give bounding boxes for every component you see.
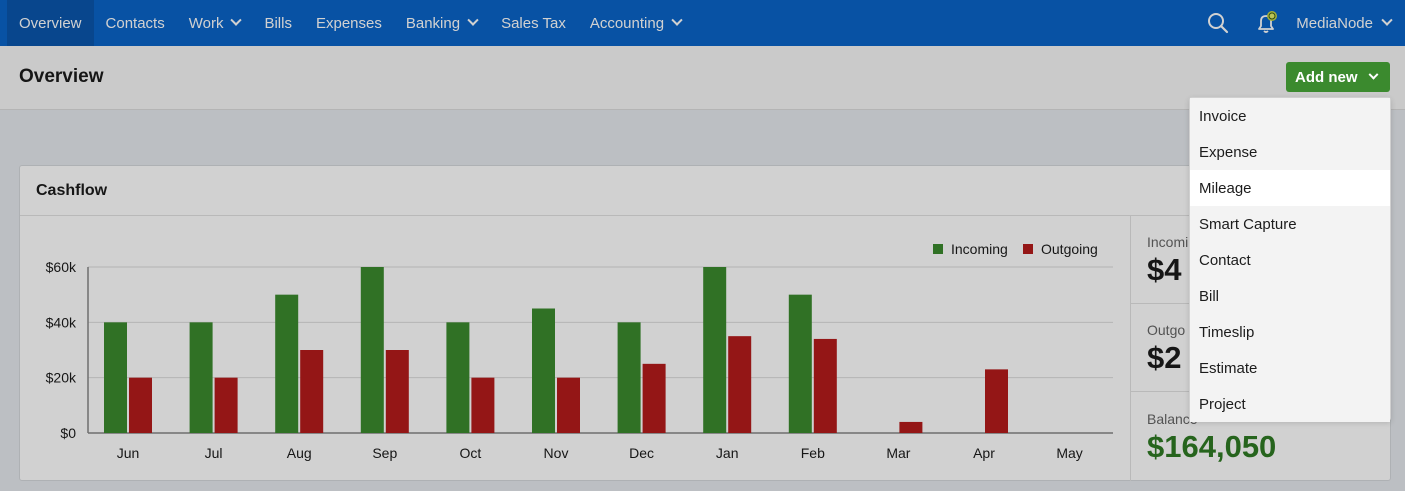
y-tick-label: $40k bbox=[46, 314, 77, 330]
bar-incoming-aug[interactable] bbox=[275, 294, 299, 433]
nav-item-bills[interactable]: Bills bbox=[252, 0, 304, 46]
nav-item-label: Overview bbox=[19, 14, 82, 32]
bar-incoming-jun[interactable] bbox=[104, 322, 127, 433]
stat-balance: Balance $164,050 bbox=[1131, 392, 1391, 481]
chevron-down-icon bbox=[1381, 14, 1393, 26]
stat-outgoing-value: $2 bbox=[1147, 340, 1182, 375]
nav-item-banking[interactable]: Banking bbox=[394, 0, 489, 46]
add-new-button[interactable]: Add new bbox=[1286, 62, 1390, 92]
nav-item-expenses[interactable]: Expenses bbox=[304, 0, 394, 46]
chevron-down-icon bbox=[467, 14, 479, 26]
page-header: Overview bbox=[0, 46, 1405, 110]
top-nav: Overview Contacts Work Bills Expenses Banking… bbox=[0, 0, 1405, 46]
nav-item-label: Work bbox=[188, 14, 224, 32]
nav-item-label: Accounting bbox=[589, 14, 665, 32]
stat-balance-label: Balance bbox=[1147, 411, 1198, 427]
cashflow-card: Cashflow $0 $20k $40k $60k Jun Jul Aug Sep Oct N… bbox=[19, 165, 1391, 481]
side-divider bbox=[1130, 216, 1131, 481]
stat-balance-value: $164,050 bbox=[1147, 429, 1277, 464]
bar-incoming-feb[interactable] bbox=[788, 294, 812, 433]
chevron-down-icon bbox=[1368, 69, 1378, 80]
add-new-label: Add new bbox=[1295, 68, 1358, 86]
nav-item-work[interactable]: Work bbox=[177, 0, 253, 46]
page-title: Overview bbox=[19, 66, 104, 87]
nav-item-label: Expenses bbox=[315, 14, 382, 32]
x-tick-label: Jun bbox=[117, 445, 140, 461]
bar-incoming-dec[interactable] bbox=[617, 322, 641, 433]
bar-incoming-jul[interactable] bbox=[189, 322, 213, 433]
bar-outgoing-apr[interactable] bbox=[985, 369, 1008, 433]
bar-incoming-sep[interactable] bbox=[360, 267, 384, 433]
bar-incoming-nov[interactable] bbox=[532, 308, 555, 434]
bar-outgoing-oct[interactable] bbox=[471, 377, 495, 433]
menu-item-bill[interactable]: Bill bbox=[1190, 278, 1390, 314]
add-new-dropdown: Invoice Expense Mileage Smart Capture Contac… bbox=[1189, 97, 1391, 422]
y-tick-label: $20k bbox=[46, 370, 77, 386]
stat-incoming-label: Incomi bbox=[1147, 234, 1189, 250]
chart-bars bbox=[104, 267, 1008, 433]
bar-outgoing-aug[interactable] bbox=[300, 350, 324, 433]
account-name: MediaNode bbox=[1296, 14, 1373, 32]
stat-incoming-value: $4 bbox=[1147, 252, 1182, 287]
legend-label-outgoing: Outgoing bbox=[1041, 241, 1098, 257]
x-tick-label: Oct bbox=[460, 445, 482, 461]
menu-item-smart-capture[interactable]: Smart Capture bbox=[1190, 206, 1390, 242]
bar-outgoing-dec[interactable] bbox=[642, 363, 666, 433]
cashflow-chart: $0 $20k $40k $60k Jun Jul Aug Sep Oct Nov Dec Jan F… bbox=[46, 241, 1113, 461]
x-tick-label: May bbox=[1056, 445, 1082, 461]
x-tick-label: Jan bbox=[716, 445, 739, 461]
nav-item-label: Contacts bbox=[105, 14, 165, 32]
legend-label-incoming: Incoming bbox=[951, 241, 1008, 257]
bar-outgoing-jan[interactable] bbox=[728, 336, 752, 433]
cashflow-title: Cashflow bbox=[36, 182, 108, 199]
nav-item-label: Sales Tax bbox=[501, 14, 566, 32]
x-tick-label: Mar bbox=[886, 445, 910, 461]
legend-swatch-outgoing bbox=[1023, 244, 1033, 254]
nav-items: Overview Contacts Work Bills Expenses Banking… bbox=[7, 0, 693, 46]
x-tick-label: Dec bbox=[629, 445, 654, 461]
x-tick-label: Feb bbox=[801, 445, 825, 461]
y-tick-label: $0 bbox=[60, 425, 76, 441]
menu-item-estimate[interactable]: Estimate bbox=[1190, 350, 1390, 386]
nav-item-label: Bills bbox=[264, 14, 292, 32]
nav-right: MediaNode bbox=[1196, 0, 1405, 46]
bar-incoming-jan[interactable] bbox=[703, 267, 727, 433]
chart-y-axis: $0 $20k $40k $60k bbox=[46, 259, 89, 441]
x-tick-label: Nov bbox=[544, 445, 569, 461]
bar-incoming-oct[interactable] bbox=[446, 322, 470, 433]
legend-swatch-incoming bbox=[933, 244, 943, 254]
chevron-down-icon bbox=[230, 14, 243, 26]
account-menu[interactable]: MediaNode bbox=[1288, 15, 1405, 32]
menu-item-mileage[interactable]: Mileage bbox=[1190, 170, 1390, 206]
bar-outgoing-sep[interactable] bbox=[385, 350, 409, 433]
bar-outgoing-feb[interactable] bbox=[813, 338, 837, 433]
x-tick-label: Sep bbox=[372, 445, 397, 461]
bar-outgoing-mar[interactable] bbox=[899, 421, 923, 433]
notification-bell-icon[interactable] bbox=[1244, 0, 1288, 46]
y-tick-label: $60k bbox=[46, 259, 77, 275]
chart-grid bbox=[88, 266, 1113, 434]
nav-item-contacts[interactable]: Contacts bbox=[94, 0, 177, 46]
chart-x-axis: Jun Jul Aug Sep Oct Nov Dec Jan Feb Mar Apr May bbox=[117, 445, 1083, 461]
bar-outgoing-jun[interactable] bbox=[129, 377, 152, 433]
bar-outgoing-nov[interactable] bbox=[557, 377, 580, 433]
nav-item-label: Banking bbox=[405, 14, 461, 32]
menu-item-expense[interactable]: Expense bbox=[1190, 134, 1390, 170]
bar-outgoing-jul[interactable] bbox=[214, 377, 238, 433]
menu-item-timeslip[interactable]: Timeslip bbox=[1190, 314, 1390, 350]
x-tick-label: Jul bbox=[205, 445, 223, 461]
nav-item-overview[interactable]: Overview bbox=[7, 0, 94, 46]
menu-item-project[interactable]: Project bbox=[1190, 386, 1390, 422]
nav-item-accounting[interactable]: Accounting bbox=[578, 0, 693, 46]
card-divider bbox=[20, 215, 1390, 216]
menu-item-contact[interactable]: Contact bbox=[1190, 242, 1390, 278]
search-icon[interactable] bbox=[1196, 0, 1240, 46]
stat-outgoing-label: Outgo bbox=[1147, 322, 1186, 338]
nav-item-sales-tax[interactable]: Sales Tax bbox=[489, 0, 578, 46]
chevron-down-icon bbox=[671, 14, 683, 26]
x-tick-label: Aug bbox=[287, 445, 312, 461]
x-tick-label: Apr bbox=[973, 445, 995, 461]
chart-legend: Incoming Outgoing bbox=[933, 241, 1098, 257]
menu-item-invoice[interactable]: Invoice bbox=[1190, 98, 1390, 134]
